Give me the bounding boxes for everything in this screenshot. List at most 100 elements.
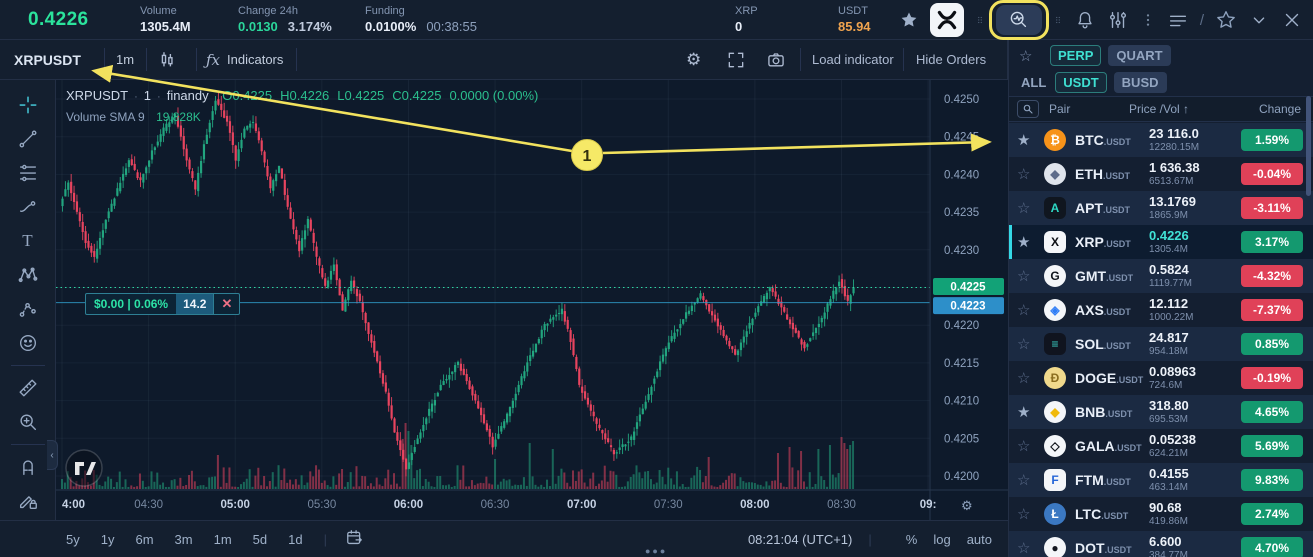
column-change[interactable]: Change	[1258, 102, 1301, 116]
market-scanner-icon[interactable]	[988, 0, 1049, 40]
range-1y-button[interactable]: 1y	[100, 531, 115, 547]
pair-row-apt[interactable]: ☆ A APT.USDT 13.1769 1865.9M -3.11%	[1009, 191, 1313, 225]
screenshot-button[interactable]	[766, 40, 786, 79]
zoom-in-tool-icon[interactable]	[11, 405, 45, 439]
pair-row-xrp[interactable]: ★ X XRP.USDT 0.4226 1305.4M 3.17%	[1009, 225, 1313, 259]
bell-icon[interactable]	[1074, 9, 1096, 31]
pair-row-bnb[interactable]: ★ ◆ BNB.USDT 318.80 695.53M 4.65%	[1009, 395, 1313, 429]
pair-row-sol[interactable]: ☆ ≡ SOL.USDT 24.817 954.18M 0.85%	[1009, 327, 1313, 361]
toolbar-collapse-handle[interactable]: ‹	[47, 440, 58, 470]
menu-dots-icon[interactable]	[1140, 12, 1156, 28]
star-outline-icon[interactable]	[1215, 9, 1237, 31]
volume-legend-value: 19.828K	[156, 110, 201, 124]
favorite-star-icon[interactable]: ★	[1017, 132, 1031, 149]
favorites-filter-star-icon[interactable]: ☆	[1019, 47, 1033, 65]
stat-change-24h: Change 24h 0.0130 3.174%	[238, 5, 332, 34]
pair-row-gmt[interactable]: ☆ G GMT.USDT 0.5824 1119.77M -4.32%	[1009, 259, 1313, 293]
fullscreen-button[interactable]	[726, 40, 746, 79]
pair-price-volume: 0.05238 624.21M	[1149, 433, 1196, 460]
ftm-icon: F	[1044, 469, 1066, 491]
range-1d-button[interactable]: 1d	[288, 531, 303, 547]
brush-tool-icon[interactable]	[11, 190, 45, 224]
svg-text:0.4200: 0.4200	[944, 471, 979, 483]
favorite-star-icon[interactable]: ☆	[1017, 506, 1031, 523]
favorite-star-icon[interactable]: ★	[1017, 404, 1031, 421]
pair-row-ltc[interactable]: ☆ Ł LTC.USDT 90.68 419.86M 2.74%	[1009, 497, 1313, 531]
column-price-vol[interactable]: Price /Vol ↑	[1129, 102, 1190, 116]
hide-orders-button[interactable]: Hide Orders	[916, 52, 987, 67]
chart-settings-button[interactable]: ⚙	[686, 40, 701, 79]
panel-resize-handle[interactable]: ●●●	[645, 546, 668, 556]
favorite-star-icon[interactable]: ☆	[1017, 370, 1031, 387]
pair-row-doge[interactable]: ☆ Ð DOGE.USDT 0.08963 724.6M -0.19%	[1009, 361, 1313, 395]
emoji-tool-icon[interactable]	[11, 326, 45, 360]
order-close-icon[interactable]: ✕	[213, 294, 239, 314]
svg-text:0.4215: 0.4215	[944, 358, 979, 370]
range-3m-button[interactable]: 3m	[174, 531, 193, 547]
favorite-star-icon[interactable]: ☆	[1017, 268, 1031, 285]
pair-row-gala[interactable]: ☆ ◇ GALA.USDT 0.05238 624.21M 5.69%	[1009, 429, 1313, 463]
chart-clock[interactable]: 08:21:04 (UTC+1)	[747, 531, 853, 547]
column-pair[interactable]: Pair	[1049, 102, 1071, 116]
favorite-star-icon[interactable]: ☆	[1017, 438, 1031, 455]
indicators-button[interactable]: ƒx Indicators	[206, 40, 283, 79]
forecast-tool-icon[interactable]	[11, 292, 45, 326]
pair-price-volume: 0.5824 1119.77M	[1149, 263, 1192, 290]
change-badge: 0.85%	[1241, 333, 1303, 355]
xabcd-pattern-tool-icon[interactable]	[11, 258, 45, 292]
load-indicator-button[interactable]: Load indicator	[812, 52, 894, 67]
range-6m-button[interactable]: 6m	[135, 531, 154, 547]
pair-row-dot[interactable]: ☆ ● DOT.USDT 6.600 384.77M 4.70%	[1009, 531, 1313, 557]
search-button[interactable]	[1017, 100, 1039, 118]
pair-row-ftm[interactable]: ☆ F FTM.USDT 0.4155 463.14M 9.83%	[1009, 463, 1313, 497]
chevron-down-icon[interactable]	[1248, 9, 1270, 31]
tab-quart[interactable]: QUART	[1108, 45, 1171, 66]
crosshair-tool-icon[interactable]	[11, 88, 45, 122]
favorite-star-icon[interactable]: ☆	[1017, 166, 1031, 183]
fib-lines-tool-icon[interactable]	[11, 156, 45, 190]
goto-date-button[interactable]	[345, 528, 364, 550]
scrollbar-thumb[interactable]	[1306, 96, 1311, 196]
magnet-tool-icon[interactable]	[11, 450, 45, 484]
percent-scale-button[interactable]: %	[905, 531, 918, 547]
pair-price: 0.4155	[1149, 466, 1189, 481]
pair-row-btc[interactable]: ★ ₿ BTC.USDT 23 116.0 12280.15M 1.59%	[1009, 123, 1313, 157]
stat-volume-value: 1305.4M	[140, 19, 191, 34]
xrp-logo[interactable]	[929, 3, 964, 37]
favorite-star-icon[interactable]: ☆	[1017, 200, 1031, 217]
favorite-star-icon[interactable]: ☆	[1017, 540, 1031, 557]
layout-list-icon[interactable]	[1167, 9, 1189, 31]
tab-perp[interactable]: PERP	[1050, 45, 1102, 66]
order-line-tag[interactable]: $0.00 | 0.06% 14.2 ✕	[85, 293, 241, 315]
draw-lock-tool-icon[interactable]	[11, 484, 45, 518]
pair-row-eth[interactable]: ☆ ◆ ETH.USDT 1 636.38 6513.67M -0.04%	[1009, 157, 1313, 191]
tab-all[interactable]: ALL	[1021, 74, 1047, 90]
text-tool-icon[interactable]: T	[22, 231, 33, 250]
star-icon[interactable]	[899, 10, 919, 30]
range-5d-button[interactable]: 5d	[252, 531, 268, 547]
trend-line-tool-icon[interactable]	[11, 122, 45, 156]
ruler-tool-icon[interactable]	[11, 371, 45, 405]
log-scale-button[interactable]: log	[933, 531, 951, 547]
close-icon[interactable]	[1281, 9, 1303, 31]
favorite-star-icon[interactable]: ★	[1017, 234, 1031, 251]
favorite-star-icon[interactable]: ☆	[1017, 302, 1031, 319]
favorite-star-icon[interactable]: ☆	[1017, 472, 1031, 489]
pair-row-axs[interactable]: ☆ ◈ AXS.USDT 12.112 1000.22M -7.37%	[1009, 293, 1313, 327]
pair-symbol: GMT.USDT	[1075, 268, 1134, 284]
pair-price-volume: 24.817 954.18M	[1149, 331, 1189, 358]
interval-button[interactable]: 1m	[116, 52, 135, 67]
chart-style-button[interactable]	[156, 40, 178, 79]
range-5y-button[interactable]: 5y	[66, 531, 80, 547]
auto-scale-button[interactable]: auto	[966, 531, 992, 547]
pair-price-volume: 90.68 419.86M	[1149, 501, 1188, 528]
range-1m-button[interactable]: 1m	[213, 531, 232, 547]
xrp-icon: X	[1044, 231, 1066, 253]
favorite-star-icon[interactable]: ☆	[1017, 336, 1031, 353]
sliders-icon[interactable]	[1107, 9, 1129, 31]
tab-busd[interactable]: BUSD	[1113, 71, 1167, 93]
pair-volume: 724.6M	[1149, 380, 1183, 391]
tab-usdt[interactable]: USDT	[1055, 71, 1107, 93]
symbol-search-button[interactable]: XRPUSDT	[14, 51, 81, 68]
legend-interval: 1	[143, 88, 152, 103]
